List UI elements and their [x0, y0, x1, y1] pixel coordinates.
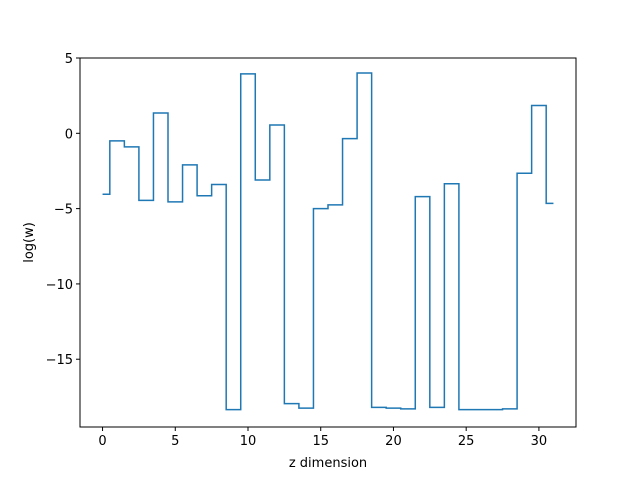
- series-line: [102, 72, 554, 411]
- x-tick-label: 20: [385, 434, 402, 449]
- x-tick-label: 15: [312, 434, 329, 449]
- x-tick-label: 10: [240, 434, 257, 449]
- y-axis-label: log(w): [22, 222, 37, 263]
- axes-frame: [79, 57, 577, 428]
- y-tick-label: 0: [65, 127, 73, 142]
- x-tick-label: 25: [458, 434, 475, 449]
- y-tick-label: −5: [54, 203, 73, 218]
- x-axis-label: z dimension: [289, 456, 367, 471]
- x-tick-label: 5: [171, 434, 179, 449]
- x-tick-label: 30: [531, 434, 548, 449]
- y-tick-label: −10: [46, 278, 73, 293]
- y-tick-label: 5: [65, 52, 73, 67]
- x-axis-ticks: 0 5 10 15 20 25 30: [98, 427, 547, 449]
- y-axis-ticks: −15 −10 −5 0 5: [46, 52, 80, 368]
- y-tick-label: −15: [46, 353, 73, 368]
- x-tick-label: 0: [98, 434, 106, 449]
- plot-area: [102, 72, 554, 411]
